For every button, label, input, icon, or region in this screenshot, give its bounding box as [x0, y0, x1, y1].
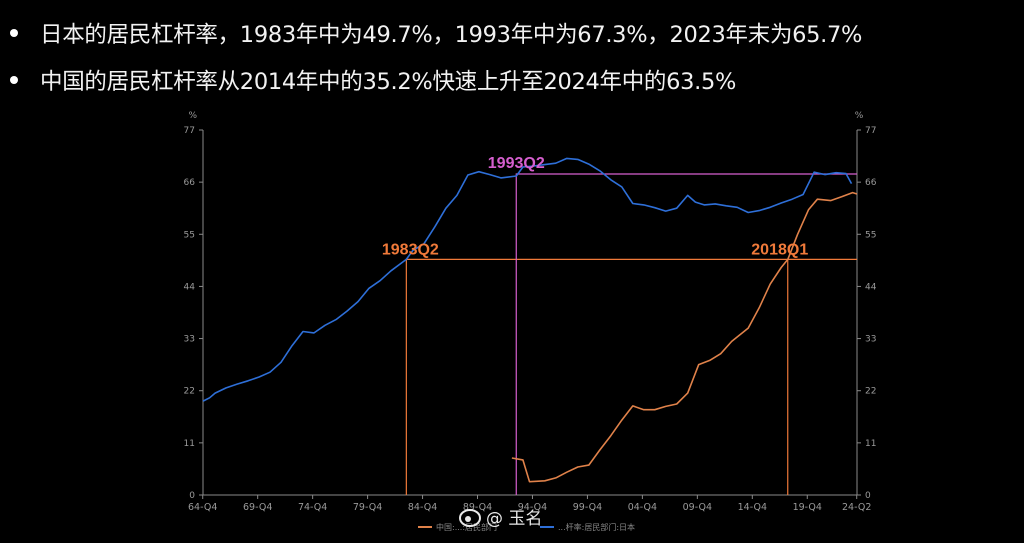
weibo-icon: [459, 509, 481, 527]
annotation-guides: [405, 173, 857, 495]
legend-label-japan: ...杆率:居民部门:日本: [558, 522, 635, 532]
x-tick-label: 24-Q2: [842, 502, 871, 513]
y-tick-label-right: 22: [865, 387, 876, 397]
y-tick-label-right: 55: [865, 230, 876, 240]
x-tick-label: 94-Q4: [518, 502, 547, 513]
x-tick-label: 64-Q4: [188, 502, 217, 513]
x-tick-label: 19-Q4: [793, 502, 822, 513]
y-tick-label-right: 0: [865, 491, 871, 501]
y-tick-label-right: 33: [865, 335, 876, 345]
x-tick-label: 89-Q4: [463, 502, 492, 513]
legend-label-china: 中国:...:居民部门: [436, 522, 497, 532]
y-tick-label-left: 55: [184, 230, 195, 240]
weibo-icon-eye: [465, 516, 471, 522]
y-tick-label-right: 77: [865, 126, 876, 136]
bullet-japan: 日本的居民杠杆率，1983年中为49.7%，1993年中为67.3%，2023年…: [10, 17, 862, 49]
bullet-text-china: 中国的居民杠杆率从2014年中的35.2%快速上升至2024年中的63.5%: [40, 69, 737, 95]
chart-legend: 中国:...:居民部门 ...杆率:居民部门:日本: [418, 522, 635, 532]
series-line-china: [511, 191, 858, 483]
guide-1983q2: [405, 258, 857, 495]
y-tick-label-right: 11: [865, 439, 876, 449]
watermark: @ 玉名: [459, 509, 542, 529]
y-tick-label-left: 22: [184, 387, 195, 397]
y-tick-label-left: 11: [184, 439, 195, 449]
x-tick-label: 79-Q4: [353, 502, 382, 513]
x-tick-label: 14-Q4: [738, 502, 767, 513]
label-2018q1: 2018Q1: [751, 241, 808, 258]
watermark-text: @ 玉名: [486, 509, 542, 529]
bullet-dot: [10, 29, 18, 37]
x-tick-label: 99-Q4: [573, 502, 602, 513]
series-lines: [202, 157, 858, 483]
y-tick-label-left: 0: [189, 491, 195, 501]
guide-1993q2: [515, 173, 857, 495]
bullet-china: 中国的居民杠杆率从2014年中的35.2%快速上升至2024年中的63.5%: [10, 64, 736, 96]
y-tick-label-right: 44: [865, 282, 877, 292]
bullet-dot: [10, 76, 18, 84]
annotation-labels: 1983Q2 1993Q2 2018Q1: [382, 155, 808, 258]
x-tick-label: 84-Q4: [408, 502, 437, 513]
series-line-japan: [202, 157, 853, 402]
x-tick-label: 09-Q4: [683, 502, 712, 513]
y-unit-right: %: [855, 111, 864, 121]
y-tick-label-left: 33: [184, 335, 195, 345]
bullet-text-japan: 日本的居民杠杆率，1983年中为49.7%，1993年中为67.3%，2023年…: [40, 22, 863, 48]
y-tick-label-left: 66: [184, 178, 196, 188]
x-tick-label: 69-Q4: [243, 502, 272, 513]
x-tick-label: 74-Q4: [298, 502, 327, 513]
x-tick-label: 04-Q4: [628, 502, 657, 513]
label-1993q2: 1993Q2: [488, 155, 545, 172]
y-unit-left: %: [188, 111, 197, 121]
y-tick-label-left: 77: [184, 126, 195, 136]
y-tick-label-left: 44: [184, 282, 196, 292]
label-1983q2: 1983Q2: [382, 241, 439, 258]
y-tick-label-right: 66: [865, 178, 877, 188]
